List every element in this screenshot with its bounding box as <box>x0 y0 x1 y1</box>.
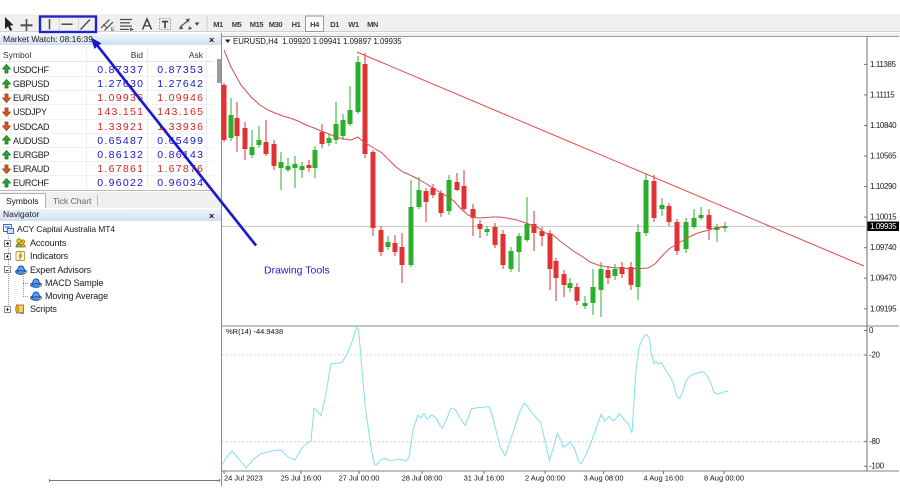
svg-text:%R(14) -44.9438: %R(14) -44.9438 <box>226 327 283 336</box>
svg-text:D1: D1 <box>330 20 339 29</box>
svg-text:M30: M30 <box>269 20 283 29</box>
svg-text:W1: W1 <box>348 20 359 29</box>
svg-text:31 Jul 16:00: 31 Jul 16:00 <box>464 474 505 483</box>
svg-text:M5: M5 <box>232 20 242 29</box>
svg-text:1.09935: 1.09935 <box>870 222 897 231</box>
svg-text:28 Jul 08:00: 28 Jul 08:00 <box>402 474 443 483</box>
svg-text:4 Aug 16:00: 4 Aug 16:00 <box>643 474 683 483</box>
svg-text:27 Jul 00:00: 27 Jul 00:00 <box>339 474 380 483</box>
svg-text:-20: -20 <box>869 351 881 360</box>
svg-text:-80: -80 <box>869 437 881 446</box>
svg-text:1.10565: 1.10565 <box>870 152 897 161</box>
svg-text:M15: M15 <box>250 20 264 29</box>
svg-text:1.10840: 1.10840 <box>870 121 897 130</box>
svg-text:1.09470: 1.09470 <box>870 274 897 283</box>
svg-text:H1: H1 <box>292 20 301 29</box>
svg-text:1.11115: 1.11115 <box>870 90 895 99</box>
svg-text:1.09195: 1.09195 <box>870 304 897 313</box>
svg-text:E: E <box>111 27 115 33</box>
svg-text:EURUSD,H4 1.09920 1.09941 1.0: EURUSD,H4 1.09920 1.09941 1.09897 1.0993… <box>233 37 402 46</box>
svg-text:1.10290: 1.10290 <box>870 182 897 191</box>
svg-text:2 Aug 00:00: 2 Aug 00:00 <box>525 474 565 483</box>
svg-text:24 Jul 2023: 24 Jul 2023 <box>224 474 263 483</box>
svg-text:-100: -100 <box>869 462 885 471</box>
svg-text:H4: H4 <box>310 20 320 29</box>
svg-text:25 Jul 16:00: 25 Jul 16:00 <box>281 474 322 483</box>
svg-text:1.11385: 1.11385 <box>870 60 896 69</box>
svg-text:1.10015: 1.10015 <box>870 213 897 222</box>
svg-text:1.09740: 1.09740 <box>870 243 897 252</box>
svg-text:3 Aug 08:00: 3 Aug 08:00 <box>583 474 623 483</box>
svg-text:M1: M1 <box>213 20 223 29</box>
svg-text:MN: MN <box>367 20 378 29</box>
svg-text:Drawing Tools: Drawing Tools <box>264 265 330 277</box>
svg-text:8 Aug 00:00: 8 Aug 00:00 <box>704 474 744 483</box>
svg-text:0: 0 <box>869 326 874 335</box>
